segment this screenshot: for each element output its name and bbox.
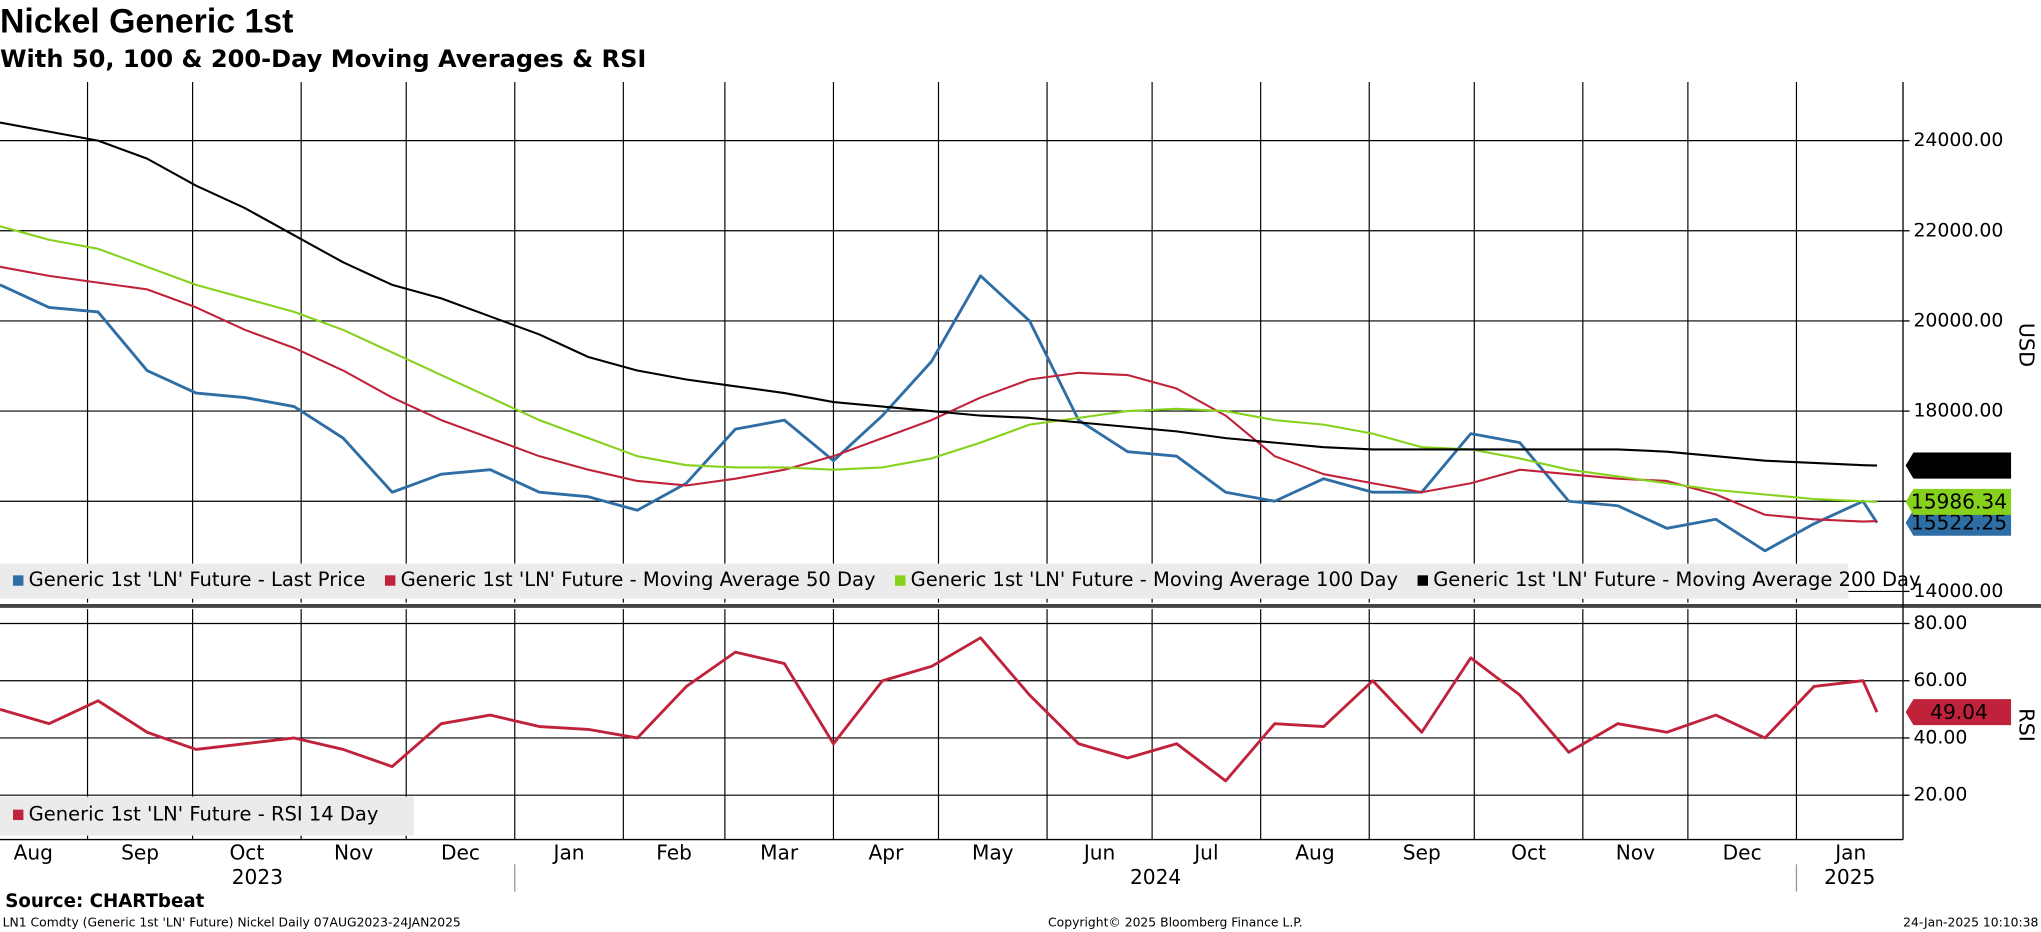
series-line bbox=[0, 225, 1878, 503]
y-tick-label: 22000.00 bbox=[1913, 219, 2003, 241]
legend-label: Generic 1st 'LN' Future - RSI 14 Day bbox=[29, 802, 379, 825]
y-tick-label: 20.00 bbox=[1913, 784, 1967, 806]
x-tick-label: Nov bbox=[1616, 840, 1655, 864]
year-label: 2025 bbox=[1824, 865, 1875, 889]
chart-title: Nickel Generic 1st bbox=[0, 2, 293, 40]
y-tick-label: 14000.00 bbox=[1913, 580, 2003, 602]
x-tick-label: Oct bbox=[229, 840, 264, 864]
legend-swatch bbox=[13, 809, 24, 821]
x-tick-label: Jan bbox=[552, 840, 585, 864]
x-tick-label: May bbox=[972, 840, 1014, 864]
legend-label: Generic 1st 'LN' Future - Last Price bbox=[29, 568, 366, 591]
series-line bbox=[0, 636, 1879, 783]
year-label: 2024 bbox=[1130, 865, 1181, 889]
legend-box bbox=[0, 563, 1849, 599]
x-tick-label: Oct bbox=[1511, 840, 1546, 864]
y-axis-label: USD bbox=[2014, 323, 2038, 367]
x-tick-label: Jan bbox=[1833, 840, 1866, 864]
legend-label: Generic 1st 'LN' Future - Moving Average… bbox=[911, 568, 1398, 591]
year-label: 2023 bbox=[232, 865, 283, 889]
y-tick-label: 18000.00 bbox=[1913, 400, 2003, 422]
x-tick-label: Dec bbox=[441, 840, 480, 864]
last-value-tag bbox=[1905, 509, 2012, 536]
legend-label: Generic 1st 'LN' Future - Moving Average… bbox=[401, 568, 876, 591]
series-line bbox=[0, 274, 1879, 553]
timestamp: 24-Jan-2025 10:10:38 bbox=[1903, 915, 2038, 929]
x-tick-label: Sep bbox=[121, 840, 159, 864]
x-tick-label: Aug bbox=[1295, 840, 1334, 864]
x-tick-label: Nov bbox=[334, 840, 373, 864]
y-tick-label: 80.00 bbox=[1913, 612, 1967, 634]
last-value-label: 16791.62 bbox=[1911, 453, 2007, 477]
legend-swatch bbox=[1417, 575, 1428, 586]
x-tick-label: Apr bbox=[869, 840, 905, 864]
x-tick-label: Feb bbox=[656, 840, 692, 864]
last-value-label: 15986.34 bbox=[1911, 490, 2007, 514]
source: Source: CHARTbeat bbox=[5, 891, 204, 912]
x-tick-label: Aug bbox=[14, 840, 53, 864]
x-tick-label: Mar bbox=[760, 840, 799, 864]
legend-swatch bbox=[895, 575, 906, 586]
chart-subtitle: With 50, 100 & 200-Day Moving Averages &… bbox=[0, 45, 646, 73]
legend-label: Generic 1st 'LN' Future - Moving Average… bbox=[1433, 568, 1920, 591]
y-axis-label: RSI bbox=[2014, 708, 2038, 742]
copyright: Copyright© 2025 Bloomberg Finance L.P. bbox=[1048, 915, 1303, 929]
last-value-tag bbox=[1905, 699, 2012, 726]
x-tick-label: Jul bbox=[1192, 840, 1218, 864]
description: LN1 Comdty (Generic 1st 'LN' Future) Nic… bbox=[3, 915, 461, 929]
y-tick-label: 20000.00 bbox=[1913, 309, 2003, 331]
y-tick-label: 24000.00 bbox=[1913, 129, 2003, 151]
x-tick-label: Sep bbox=[1403, 840, 1441, 864]
last-value-tag bbox=[1905, 488, 2012, 515]
legend-swatch bbox=[384, 575, 396, 586]
x-tick-label: Dec bbox=[1723, 840, 1762, 864]
legend-swatch bbox=[13, 575, 24, 586]
series-line bbox=[0, 121, 1878, 467]
last-value-tag bbox=[1905, 452, 2012, 479]
y-tick-label: 40.00 bbox=[1913, 726, 1967, 748]
x-tick-label: Jun bbox=[1082, 840, 1115, 864]
y-tick-label: 60.00 bbox=[1913, 669, 1967, 691]
series-line bbox=[0, 265, 1878, 523]
last-value-label: 49.04 bbox=[1930, 700, 1988, 724]
legend-box bbox=[0, 796, 414, 836]
